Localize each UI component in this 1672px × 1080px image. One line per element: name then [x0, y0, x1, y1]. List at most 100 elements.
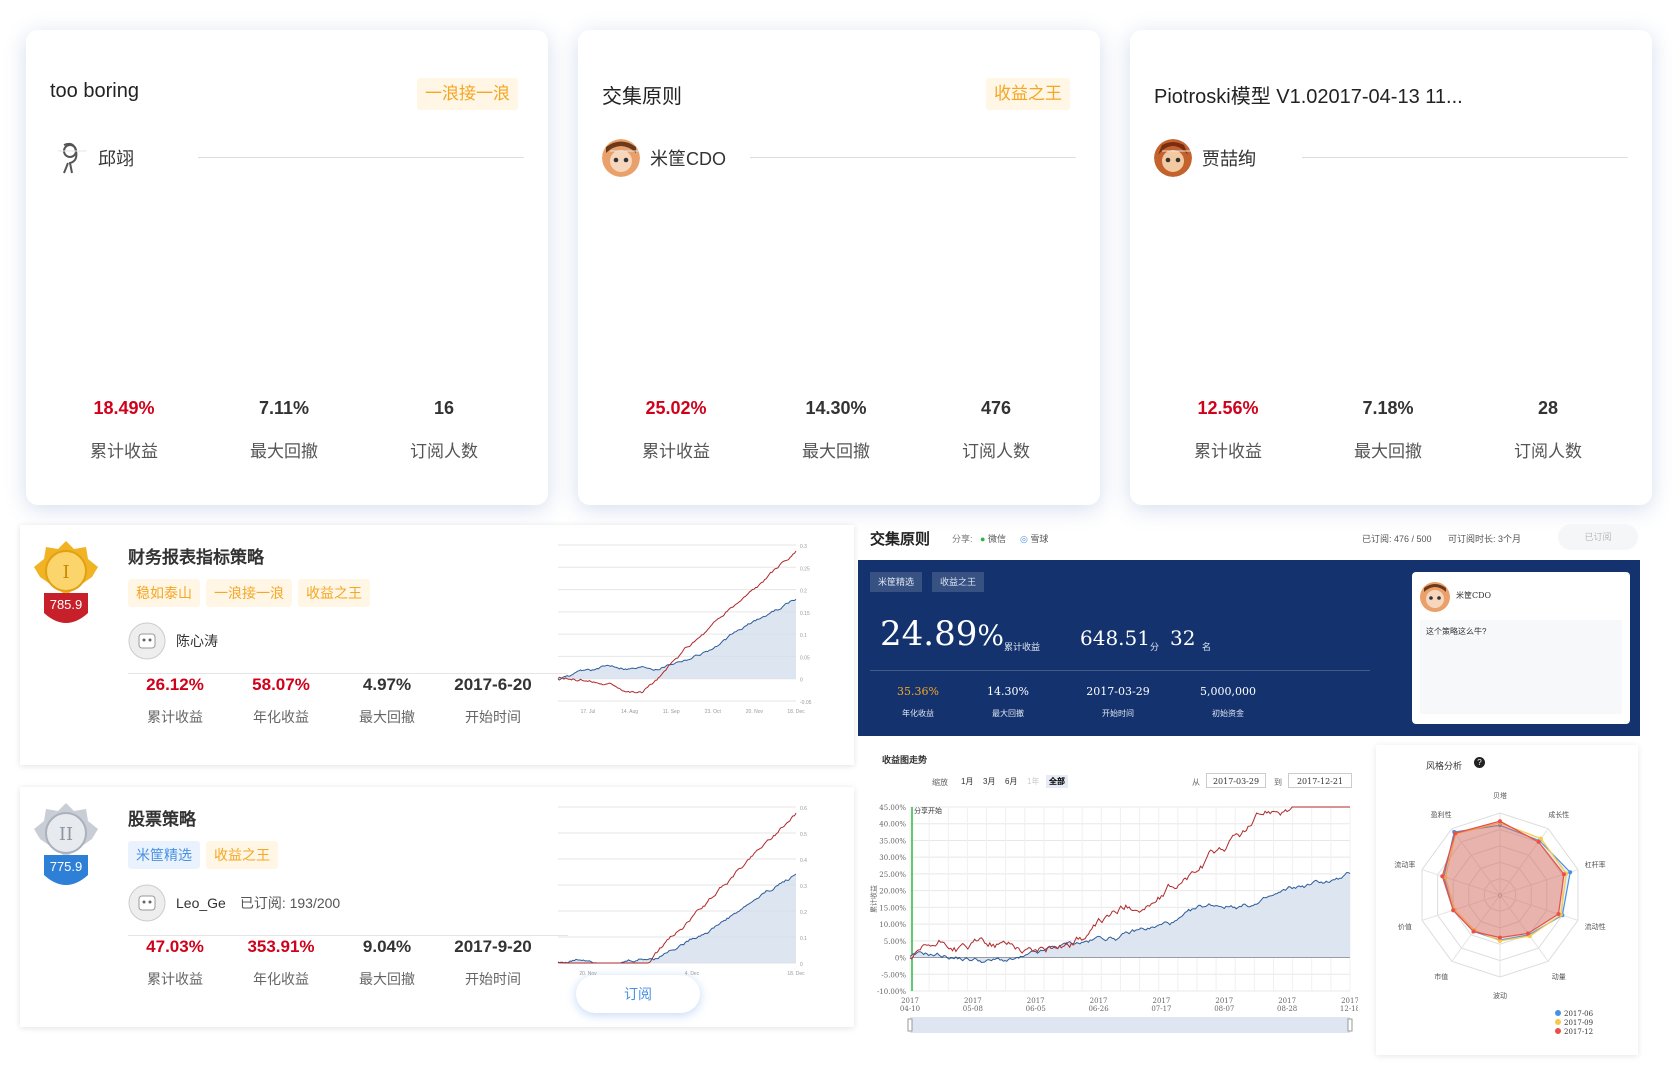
range-6m-button[interactable]: 6月	[1005, 777, 1018, 786]
radar-axis-label: 成长性	[1548, 810, 1569, 819]
x-tick-year: 2017	[964, 997, 982, 1005]
avatar: 0.20.150.10.050-0.05-0.122. May3. Jul14.…	[1154, 139, 1192, 177]
subscribed-count: 已订阅: 193/200	[239, 895, 341, 911]
divider	[870, 670, 1370, 671]
card-stat-1: 25.02% 累计收益	[642, 398, 710, 461]
stat-start-date: 2017-9-20 开始时间	[454, 937, 532, 987]
share-wechat-button[interactable]: ● 微信	[980, 534, 1006, 544]
radar-point	[1568, 870, 1573, 875]
card-tag: 一浪接一浪	[417, 78, 518, 110]
y-tick-label: 0.6	[800, 806, 807, 812]
strategy-author[interactable]: Leo_Ge 已订阅: 193/200	[128, 883, 340, 923]
card-stat-3: 28 订阅人数	[1514, 398, 1582, 461]
author-name: 邱翊	[98, 149, 134, 169]
svg-text:775.9: 775.9	[50, 859, 83, 874]
strategy-author[interactable]: 陈心涛	[128, 621, 218, 661]
legend-label: 2017-12	[1564, 1028, 1593, 1036]
x-tick-label: 18. Dec	[787, 971, 805, 977]
radar-point	[1451, 908, 1456, 913]
radar-point	[1556, 912, 1561, 917]
card-stat-2: 7.18% 最大回撤	[1354, 398, 1422, 461]
mini-return-chart: 0.6 0.5 0.4 0.3 0.2 0.1 0 20. Nov 4. Dec 18. Dec	[557, 806, 807, 977]
radar-point	[1498, 938, 1502, 943]
sub-duration: 可订阅时长: 3个月	[1448, 534, 1522, 544]
x-tick-label: 20. Nov	[579, 971, 597, 977]
x-tick-label: 20. Nov	[746, 709, 764, 715]
radar-spoke	[1499, 894, 1549, 962]
to-date-input[interactable]: 2017-12-21	[1288, 773, 1352, 788]
radar-axis-label: 流动率	[1394, 860, 1415, 869]
strategy-card-2[interactable]: 交集原则 收益之王 0.40.30.20.10-0.110. Apr22. May3…	[578, 30, 1100, 505]
x-tick-label: 14. Aug	[621, 709, 638, 715]
radar-axis-label: 价值	[1398, 922, 1412, 931]
card-title[interactable]: Piotroski模型 V1.02017-04-13 11...	[1154, 86, 1463, 108]
strategy-row-1[interactable]: I 785.9 财务报表指标策略 稳如泰山 一浪接一浪 收益之王 陈心涛 26.12…	[20, 525, 854, 765]
y-tick-label: 0	[800, 962, 803, 968]
strategy-row-2[interactable]: II 775.9 股票策略 米筐精选 收益之王 Leo_Ge 已订阅: 193/2…	[20, 787, 854, 1027]
tag: 收益之王	[298, 579, 370, 607]
x-tick-year: 2017	[901, 997, 919, 1005]
benchmark-line	[909, 872, 1351, 964]
comment-box[interactable]: 米筐CDO 这个策略这么牛?	[1412, 572, 1630, 724]
tag: 收益之王	[206, 841, 278, 869]
card-title[interactable]: 交集原则	[602, 86, 682, 108]
comment-input[interactable]: 这个策略这么牛?	[1420, 620, 1622, 714]
card-stat-3: 16 订阅人数	[410, 398, 478, 461]
tag: 稳如泰山	[128, 579, 200, 607]
radar-axis-label: 动量	[1552, 972, 1566, 981]
detail-title: 交集原则	[870, 531, 931, 548]
subscribe-button[interactable]: 订阅	[576, 975, 700, 1013]
stat-max-drawdown: 9.04% 最大回撤	[359, 937, 415, 987]
sub-stat-annual: 35.36% 年化收益	[897, 685, 939, 718]
help-icon[interactable]: ?	[1474, 757, 1485, 768]
radar-point	[1498, 935, 1502, 940]
card-stat-1: 12.56% 累计收益	[1194, 398, 1262, 461]
x-tick-year: 2017	[1215, 997, 1233, 1005]
radar-point	[1561, 872, 1566, 877]
strategy-card-1[interactable]: too boring 一浪接一浪 0.250.20.150.10.050-0.056…	[26, 30, 548, 505]
from-date-input[interactable]: 2017-03-29	[1206, 773, 1266, 788]
radar-axis-label: 盈利性	[1431, 810, 1452, 819]
legend-marker	[1555, 1019, 1561, 1025]
trend-chart[interactable]: 45.00% 40.00% 35.00% 30.00% 25.00% 20.00% 15.0…	[862, 791, 1358, 1055]
strategy-title[interactable]: 股票策略	[128, 810, 196, 829]
strategy-card-3[interactable]: Piotroski模型 V1.02017-04-13 11... 0.20.150…	[1130, 30, 1652, 505]
card-author[interactable]: 0.40.30.20.10-0.110. Apr22. May3. Jul14.…	[602, 138, 726, 178]
y-tick-label: 0.15	[800, 611, 810, 617]
y-tick-label: 25.00%	[879, 871, 906, 879]
strategy-line	[557, 550, 797, 694]
radar-point	[1538, 836, 1543, 841]
y-tick-label: -5.00%	[881, 971, 906, 979]
stat-cum-return: 47.03% 累计收益	[146, 937, 204, 987]
radar-point	[1471, 929, 1476, 934]
rank: 32	[1170, 626, 1196, 650]
to-label: 到	[1274, 778, 1282, 787]
strategy-tags: 稳如泰山 一浪接一浪 收益之王	[128, 579, 376, 607]
card-author[interactable]: 0.250.20.150.10.050-0.056. Mar1. May26. …	[50, 138, 134, 178]
sub-stat-capital: 5,000,000 初始资金	[1200, 685, 1256, 718]
y-tick-label: 0.2	[800, 910, 807, 916]
radar-axis-label: 市值	[1434, 972, 1448, 981]
strategy-title[interactable]: 财务报表指标策略	[128, 548, 264, 567]
stat-max-drawdown: 4.97% 最大回撤	[359, 675, 415, 725]
card-author[interactable]: 0.20.150.10.050-0.05-0.122. May3. Jul14.…	[1154, 138, 1256, 178]
y-tick-label: 10.00%	[879, 921, 906, 929]
range-1m-button[interactable]: 1月	[961, 777, 974, 786]
detail-hero: 米筐精选 收益之王 24.89% 累计收益 648.51 分 32 名 35.3…	[858, 560, 1640, 736]
share-xueqiu-button[interactable]: ◎ 雪球	[1020, 534, 1049, 544]
range-all-button[interactable]: 全部	[1046, 775, 1068, 788]
x-tick-date: 08-07	[1214, 1005, 1234, 1013]
radar-point	[1536, 839, 1541, 844]
card-title[interactable]: too boring	[50, 80, 139, 102]
score-unit: 分	[1150, 642, 1160, 652]
subscribed-button[interactable]: 已订阅	[1558, 524, 1638, 550]
x-tick-date: 06-05	[1026, 1005, 1046, 1013]
range-1y-button[interactable]: 1年	[1027, 777, 1040, 786]
stat-cum-return: 26.12% 累计收益	[146, 675, 204, 725]
y-tick-label: 35.00%	[879, 837, 906, 845]
range-3m-button[interactable]: 3月	[983, 777, 996, 786]
style-title: 风格分析	[1426, 761, 1463, 771]
y-tick-label: 15.00%	[879, 904, 906, 912]
divider	[750, 157, 1076, 158]
stat-annual-return: 353.91% 年化收益	[247, 937, 315, 987]
